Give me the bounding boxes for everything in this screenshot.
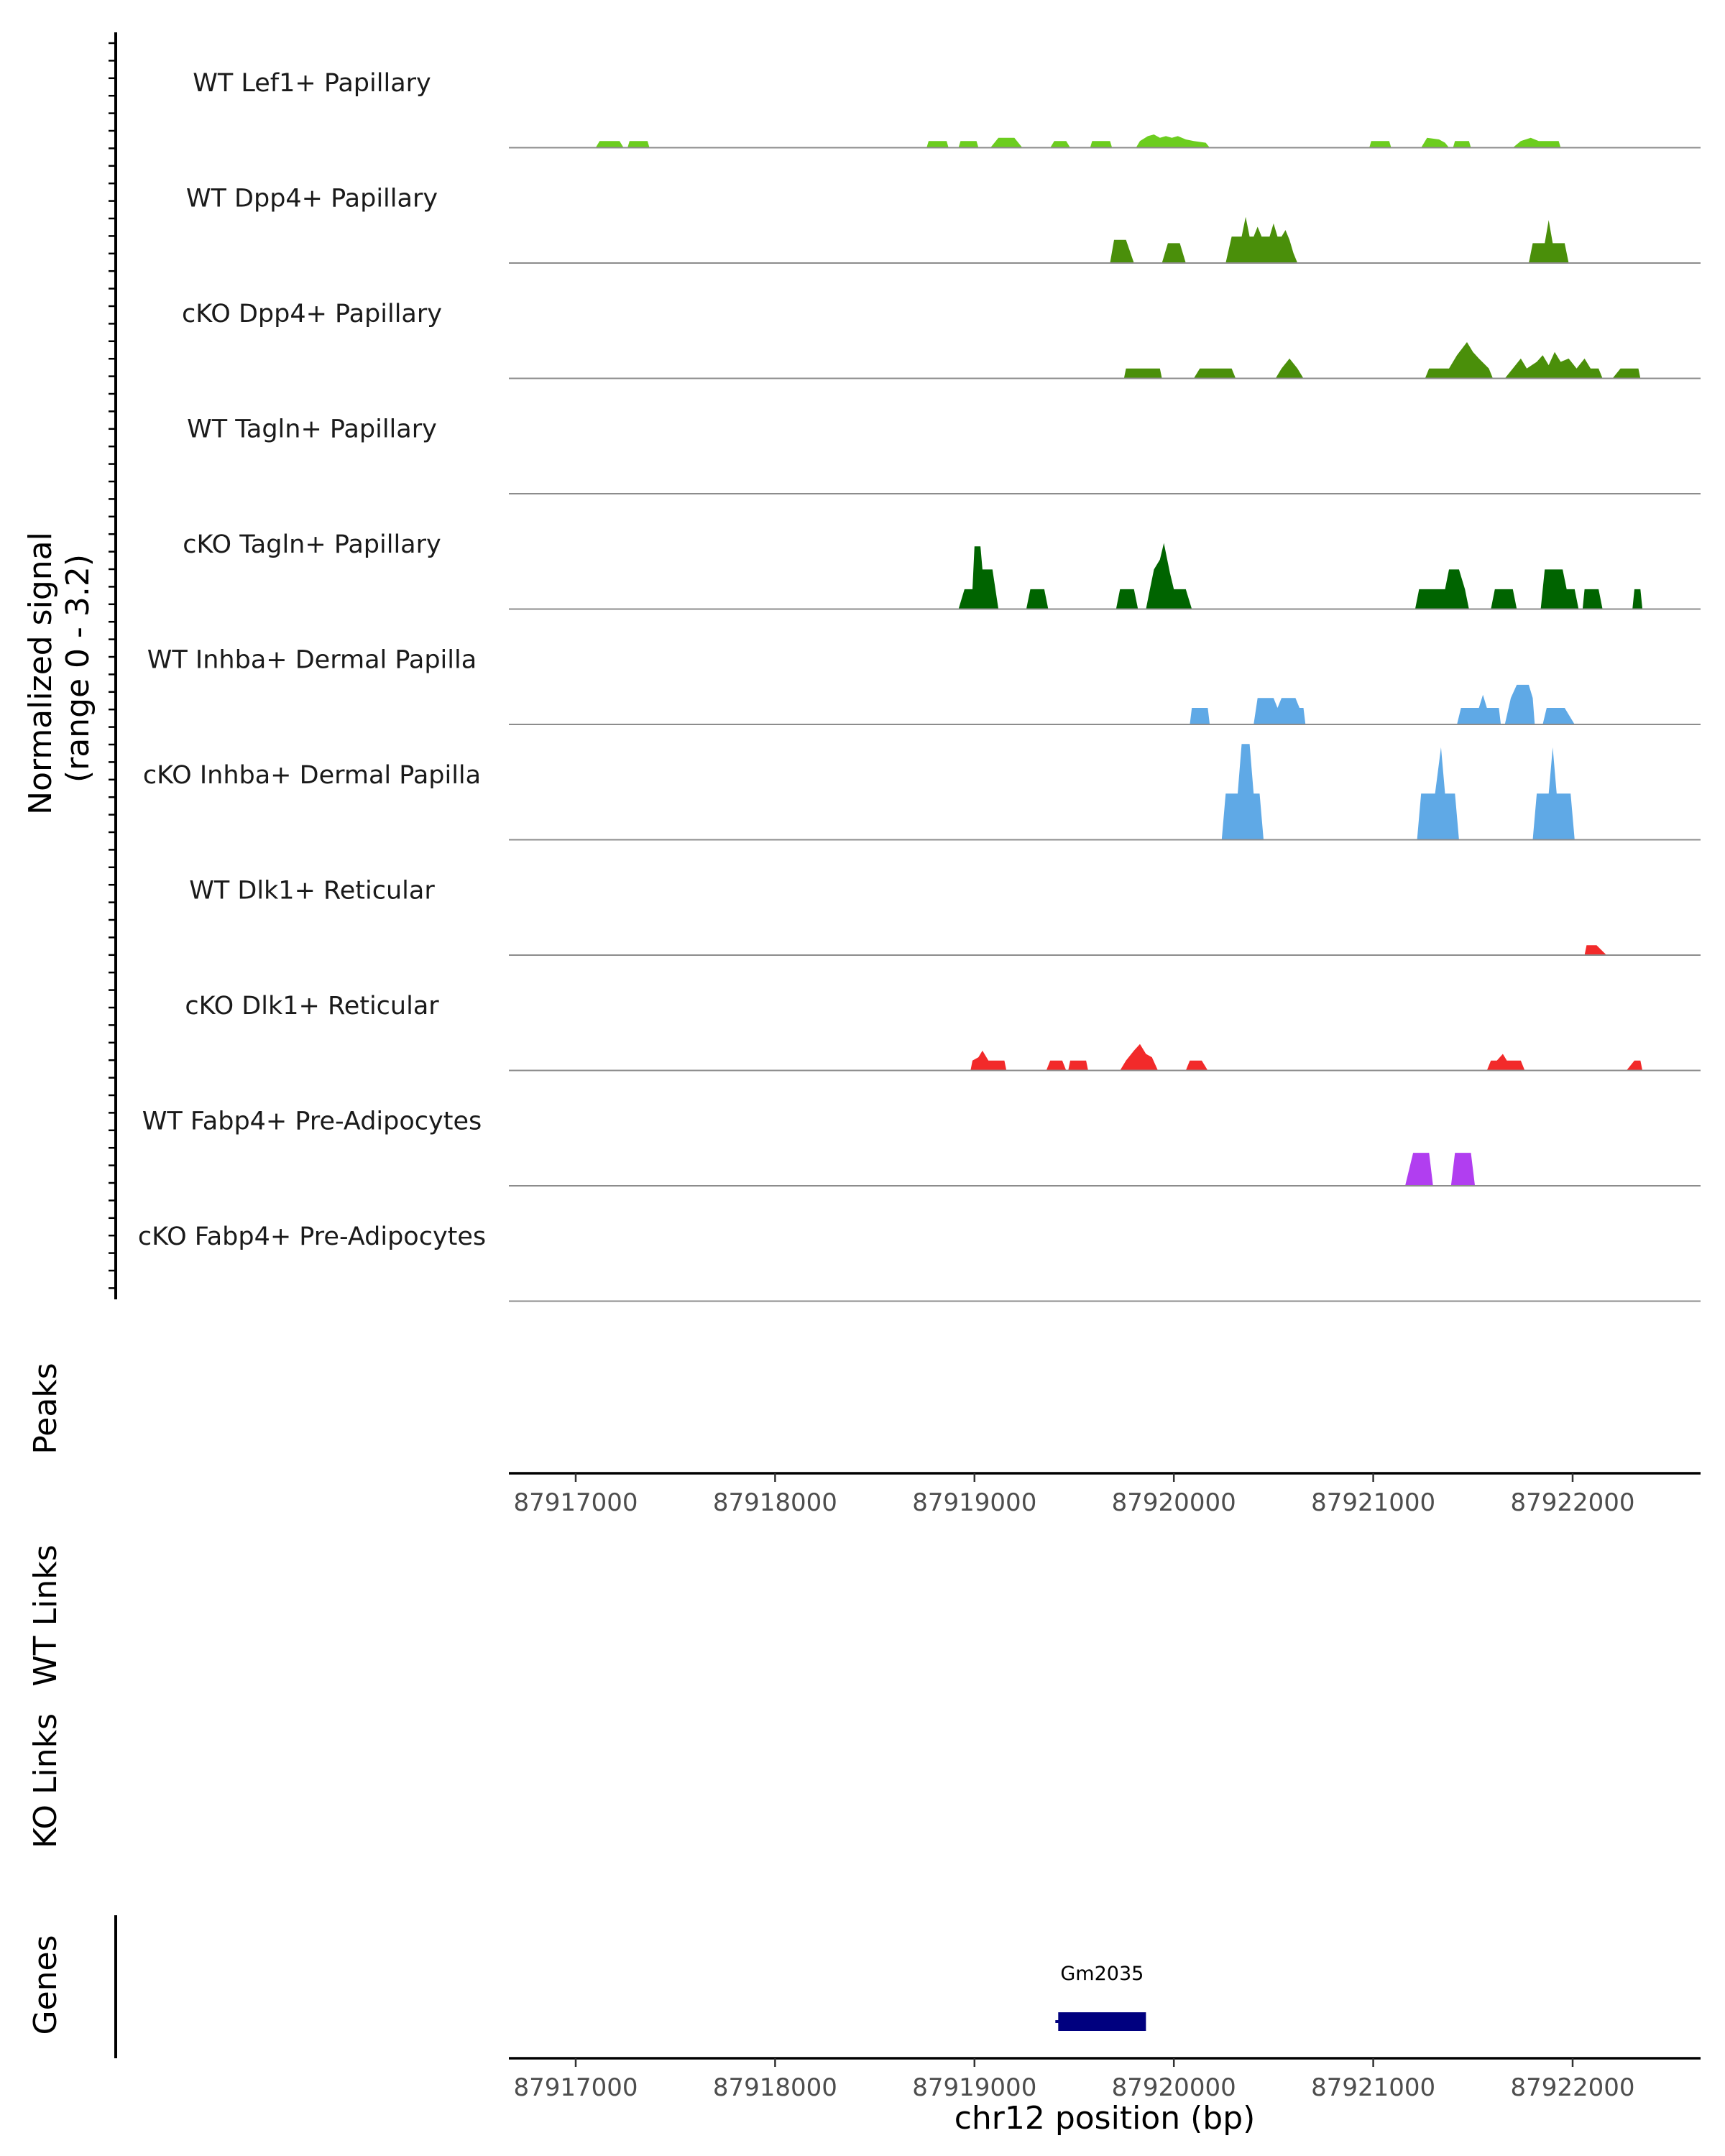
track-wt-lef1-papillary: WT Lef1+ Papillary [193,69,1701,149]
track-wt-tagln-papillary: WT Tagln+ Papillary [187,415,1701,494]
coverage-area-cko-dlk1-reticular [970,1044,1643,1071]
genes-x-tick-label: 87919000 [912,2073,1036,2102]
track-label-cko-fabp4-pre-adipocytes: cKO Fabp4+ Pre-Adipocytes [138,1222,486,1251]
gene-features: Gm2035 [1055,1963,1146,2031]
peaks-x-tick-label: 87922000 [1510,1488,1634,1517]
track-cko-fabp4-pre-adipocytes: cKO Fabp4+ Pre-Adipocytes [138,1222,1701,1302]
track-cko-dlk1-reticular: cKO Dlk1+ Reticular [185,992,1701,1072]
track-label-cko-tagln-papillary: cKO Tagln+ Papillary [183,530,441,559]
track-label-cko-dpp4-papillary: cKO Dpp4+ Papillary [182,300,442,328]
coverage-area-cko-inhba-dermal-papilla [1221,744,1575,840]
peaks-panel-title: Peaks [27,1363,64,1454]
track-label-wt-inhba-dermal-papilla: WT Inhba+ Dermal Papilla [147,646,477,675]
track-label-cko-dlk1-reticular: cKO Dlk1+ Reticular [185,992,439,1021]
track-label-wt-lef1-papillary: WT Lef1+ Papillary [193,69,431,98]
gene-body-gm2035 [1058,2012,1146,2031]
track-wt-dlk1-reticular: WT Dlk1+ Reticular [189,877,1701,956]
coverage-area-wt-dpp4-papillary [1110,216,1569,263]
track-cko-tagln-papillary: cKO Tagln+ Papillary [183,530,1701,610]
peaks-x-tick-label: 87919000 [912,1488,1036,1517]
coverage-area-cko-dpp4-papillary [1123,342,1641,379]
track-wt-inhba-dermal-papilla: WT Inhba+ Dermal Papilla [147,646,1701,725]
coverage-area-wt-inhba-dermal-papilla [1190,684,1575,724]
coverage-area-cko-tagln-papillary [958,543,1643,609]
signal-axis-title-line1: Normalized signal [22,532,59,815]
coverage-area-wt-dlk1-reticular [1584,945,1607,955]
track-label-wt-tagln-papillary: WT Tagln+ Papillary [187,415,437,444]
genes-panel-title: Genes [27,1935,64,2035]
track-label-wt-dpp4-papillary: WT Dpp4+ Papillary [186,185,438,213]
track-label-wt-fabp4-pre-adipocytes: WT Fabp4+ Pre-Adipocytes [142,1107,482,1136]
genes-x-tick-label: 87920000 [1112,2073,1236,2102]
peaks-x-tick-label: 87918000 [713,1488,837,1517]
x-axis-title: chr12 position (bp) [954,2100,1256,2137]
ko-links-panel-title: KO Links [27,1713,64,1848]
signal-axis-title: Normalized signal (range 0 - 3.2) [22,522,96,815]
peaks-x-axis-ticks: 87917000 87918000 87919000 87920000 87921000… [513,1473,1635,1517]
genes-x-tick-label: 87921000 [1311,2073,1435,2102]
wt-links-panel-title: WT Links [27,1544,64,1686]
genes-x-axis-ticks: 87917000 87918000 87919000 87920000 87921000… [513,2058,1635,2102]
genes-x-tick-label: 87917000 [513,2073,638,2102]
gene-label-gm2035: Gm2035 [1060,1963,1144,1985]
peaks-x-tick-label: 87920000 [1112,1488,1236,1517]
track-label-cko-inhba-dermal-papilla: cKO Inhba+ Dermal Papilla [143,761,481,790]
track-label-wt-dlk1-reticular: WT Dlk1+ Reticular [189,877,435,906]
signal-tracks: WT Lef1+ Papillary WT Dpp4+ Papillary cKO … [138,69,1701,1302]
coverage-area-wt-lef1-papillary [595,134,1561,148]
track-wt-dpp4-papillary: WT Dpp4+ Papillary [186,185,1701,264]
signal-axis-ticks [109,42,116,1289]
genes-x-tick-label: 87918000 [713,2073,837,2102]
coverage-area-wt-fabp4-pre-adipocytes [1405,1153,1476,1186]
track-wt-fabp4-pre-adipocytes: WT Fabp4+ Pre-Adipocytes [142,1107,1701,1187]
signal-axis-title-line2: (range 0 - 3.2) [60,554,96,783]
genes-x-tick-label: 87922000 [1510,2073,1634,2102]
track-cko-inhba-dermal-papilla: cKO Inhba+ Dermal Papilla [143,744,1701,841]
peaks-x-tick-label: 87921000 [1311,1488,1435,1517]
peaks-x-tick-label: 87917000 [513,1488,638,1517]
track-cko-dpp4-papillary: cKO Dpp4+ Papillary [182,300,1701,379]
